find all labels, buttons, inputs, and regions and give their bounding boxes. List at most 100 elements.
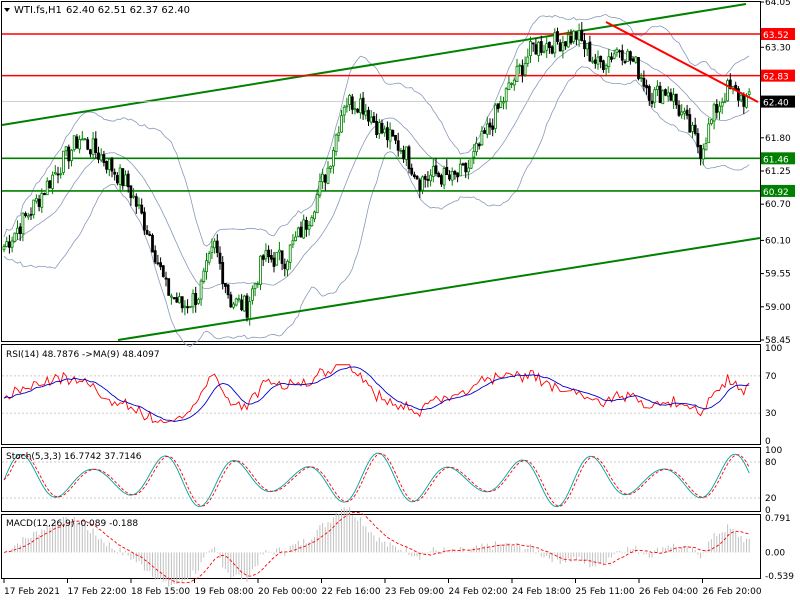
candle-body bbox=[318, 180, 322, 196]
candle-body bbox=[404, 146, 408, 160]
candle-body bbox=[423, 175, 427, 180]
candle-body bbox=[380, 122, 384, 134]
scale-label: 0 bbox=[765, 437, 771, 447]
price-channel bbox=[1, 3, 761, 341]
candle-body bbox=[599, 55, 603, 63]
candle-body bbox=[180, 296, 184, 309]
scale-label: 80 bbox=[765, 458, 777, 468]
candle-body bbox=[107, 158, 111, 170]
rsi-ma-line bbox=[3, 366, 750, 423]
candle-body bbox=[658, 85, 662, 103]
scale-label: 30 bbox=[765, 409, 777, 419]
candle-body bbox=[375, 121, 379, 136]
candle-body bbox=[272, 257, 276, 267]
candle-body bbox=[78, 139, 81, 150]
candle-body bbox=[188, 305, 192, 308]
candle-body bbox=[334, 134, 338, 152]
candle-body bbox=[132, 195, 136, 198]
candle-body bbox=[415, 175, 419, 180]
candle-body bbox=[580, 29, 584, 42]
time-tick-label: 25 Feb 11:00 bbox=[576, 587, 635, 597]
candle-body bbox=[715, 103, 719, 113]
candle-body bbox=[526, 56, 530, 64]
candle-body bbox=[205, 260, 208, 273]
candle-body bbox=[429, 174, 433, 182]
candle-body bbox=[340, 115, 343, 133]
candle-body bbox=[553, 32, 557, 54]
candle-body bbox=[491, 125, 495, 130]
candle-body bbox=[572, 30, 576, 42]
candle-body bbox=[472, 150, 476, 158]
candle-body bbox=[89, 149, 92, 155]
candle-body bbox=[515, 65, 519, 82]
candle-body bbox=[477, 143, 481, 147]
current-price-label: 62.40 bbox=[763, 99, 789, 109]
candle-body bbox=[175, 297, 179, 303]
candle-body bbox=[564, 41, 567, 47]
candle-body bbox=[37, 198, 41, 207]
candle-body bbox=[696, 133, 700, 148]
level-tag-label: 62.83 bbox=[763, 73, 789, 83]
candle-body bbox=[434, 165, 438, 174]
candle-body bbox=[466, 167, 470, 173]
candle-body bbox=[642, 77, 646, 87]
candle-body bbox=[510, 83, 514, 85]
candle-body bbox=[661, 90, 665, 105]
rsi-panel-frame bbox=[1, 344, 761, 445]
candle-body bbox=[388, 129, 392, 142]
candle-body bbox=[634, 56, 638, 63]
candle-body bbox=[199, 280, 203, 300]
candle-body bbox=[739, 94, 743, 101]
candle-body bbox=[688, 114, 692, 133]
candle-body bbox=[615, 48, 619, 54]
candle-body bbox=[94, 138, 98, 153]
candle-body bbox=[2, 246, 6, 250]
candle-body bbox=[647, 86, 651, 101]
candle-body bbox=[656, 85, 659, 90]
candle-body bbox=[242, 295, 246, 312]
price-tick-label: 64.05 bbox=[765, 0, 791, 8]
candle-body bbox=[337, 132, 341, 136]
candle-body bbox=[718, 105, 721, 113]
candle-body bbox=[213, 240, 217, 249]
symbol-menu-triangle-icon[interactable] bbox=[4, 8, 10, 12]
candle-body bbox=[742, 94, 746, 107]
candle-body bbox=[407, 146, 411, 170]
candle-body bbox=[521, 65, 524, 76]
candle-body bbox=[21, 212, 25, 235]
candle-body bbox=[461, 163, 465, 166]
candle-body bbox=[566, 34, 570, 48]
candle-body bbox=[210, 246, 214, 253]
candle-body bbox=[693, 124, 697, 134]
time-tick-label: 17 Feb 2021 bbox=[4, 587, 60, 597]
candle-body bbox=[169, 295, 173, 298]
price-tick-label: 61.80 bbox=[765, 134, 791, 144]
rsi-label: RSI(14) 48.7876 ->MA(9) 48.4097 bbox=[6, 350, 160, 360]
candle-body bbox=[59, 173, 63, 176]
candle-body bbox=[124, 174, 127, 187]
candle-body bbox=[518, 64, 522, 67]
candle-body bbox=[134, 196, 138, 207]
candle-body bbox=[86, 139, 90, 150]
candle-body bbox=[664, 89, 667, 96]
candle-body bbox=[350, 96, 354, 110]
candle-body bbox=[464, 162, 468, 173]
candle-body bbox=[159, 262, 163, 268]
candle-body bbox=[450, 171, 454, 181]
candle-body bbox=[18, 226, 22, 235]
candle-body bbox=[707, 123, 711, 144]
candle-body bbox=[310, 217, 314, 227]
candle-body bbox=[10, 240, 14, 248]
candle-body bbox=[148, 233, 152, 236]
candlestick-series bbox=[2, 22, 751, 326]
candle-body bbox=[313, 211, 316, 220]
candle-body bbox=[280, 250, 284, 264]
candle-body bbox=[202, 270, 206, 282]
level-tag-label: 61.46 bbox=[763, 155, 789, 165]
macd-signal-line bbox=[3, 511, 750, 584]
price-tick-label: 60.70 bbox=[765, 200, 791, 210]
candle-body bbox=[302, 219, 306, 239]
candle-body bbox=[712, 104, 716, 122]
